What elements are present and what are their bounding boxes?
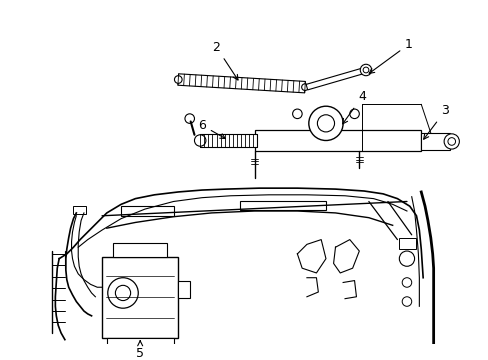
Bar xyxy=(113,243,166,257)
Circle shape xyxy=(107,278,138,308)
Text: 1: 1 xyxy=(368,38,412,73)
Circle shape xyxy=(174,76,182,83)
Circle shape xyxy=(349,109,359,118)
Text: 6: 6 xyxy=(198,119,225,139)
Bar xyxy=(200,134,257,147)
Circle shape xyxy=(317,115,334,132)
Circle shape xyxy=(360,64,371,76)
Circle shape xyxy=(447,138,455,145)
Circle shape xyxy=(401,278,411,287)
Bar xyxy=(72,206,86,214)
Circle shape xyxy=(194,135,205,146)
Circle shape xyxy=(399,251,414,266)
Polygon shape xyxy=(178,74,305,93)
Text: 3: 3 xyxy=(423,104,448,139)
Circle shape xyxy=(115,285,130,301)
Bar xyxy=(399,238,416,249)
Bar xyxy=(178,280,189,298)
Circle shape xyxy=(443,134,458,149)
Bar xyxy=(106,338,173,349)
Circle shape xyxy=(363,67,368,73)
Bar xyxy=(240,202,325,210)
Circle shape xyxy=(401,297,411,306)
Text: 2: 2 xyxy=(212,41,238,80)
Text: 4: 4 xyxy=(342,90,366,124)
Bar xyxy=(254,130,420,151)
Circle shape xyxy=(308,106,343,140)
Bar xyxy=(102,257,178,338)
Text: 5: 5 xyxy=(136,341,144,360)
Bar xyxy=(121,206,173,216)
Polygon shape xyxy=(305,67,366,90)
Circle shape xyxy=(292,109,302,118)
Bar xyxy=(420,133,449,150)
Circle shape xyxy=(184,114,194,123)
Circle shape xyxy=(301,84,308,90)
